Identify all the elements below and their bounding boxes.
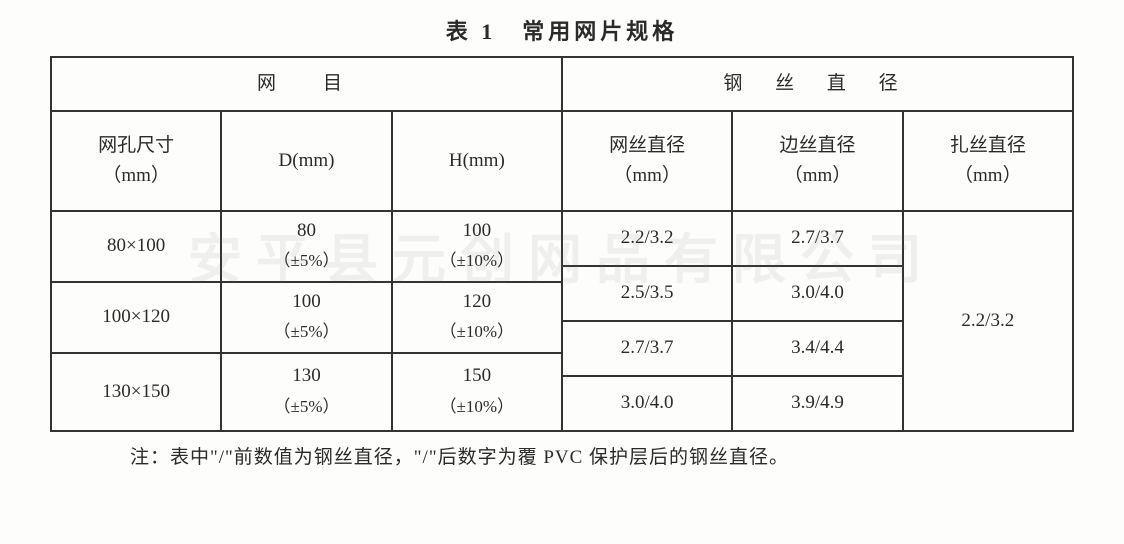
col-h: H(mm) <box>392 111 562 211</box>
mesh-0: 80×100 <box>51 211 221 282</box>
net-wire-1: 2.5/3.5 <box>562 266 732 321</box>
d-1-tol: （±5%） <box>273 322 339 341</box>
d-2-tol: （±5%） <box>273 397 339 416</box>
spec-table: 网 目 钢 丝 直 径 网孔尺寸（mm） D(mm) H(mm) 网丝直径（mm… <box>50 56 1074 432</box>
h-1: 120 （±10%） <box>392 282 562 353</box>
edge-wire-0: 2.7/3.7 <box>732 211 902 266</box>
col-net-wire: 网丝直径（mm） <box>562 111 732 211</box>
mesh-2: 130×150 <box>51 353 221 431</box>
h-2-main: 150 <box>463 365 492 386</box>
footnote: 注：表中"/"前数值为钢丝直径，"/"后数字为覆 PVC 保护层后的钢丝直径。 <box>130 442 1074 469</box>
edge-wire-3: 3.9/4.9 <box>732 376 902 431</box>
d-0: 80 （±5%） <box>221 211 391 282</box>
h-0-tol: （±10%） <box>440 251 515 270</box>
table-title: 表 1 常用网片规格 <box>50 14 1074 46</box>
col-mesh-size: 网孔尺寸（mm） <box>51 111 221 211</box>
mesh-1: 100×120 <box>51 282 221 353</box>
d-2: 130 （±5%） <box>221 353 391 431</box>
d-0-main: 80 <box>297 220 316 241</box>
h-2-tol: （±10%） <box>440 397 515 416</box>
group-header-mesh: 网 目 <box>51 57 562 111</box>
h-1-main: 120 <box>463 291 492 312</box>
group-header-wire: 钢 丝 直 径 <box>562 57 1073 111</box>
col-mesh-size-line1: 网孔尺寸（mm） <box>98 135 174 186</box>
net-wire-2: 2.7/3.7 <box>562 321 732 376</box>
h-0: 100 （±10%） <box>392 211 562 282</box>
col-d: D(mm) <box>221 111 391 211</box>
d-1: 100 （±5%） <box>221 282 391 353</box>
d-0-tol: （±5%） <box>273 251 339 270</box>
h-1-tol: （±10%） <box>440 322 515 341</box>
h-0-main: 100 <box>463 220 492 241</box>
col-tie-wire: 扎丝直径（mm） <box>903 111 1073 211</box>
edge-wire-1: 3.0/4.0 <box>732 266 902 321</box>
d-1-main: 100 <box>292 291 321 312</box>
net-wire-0: 2.2/3.2 <box>562 211 732 266</box>
d-2-main: 130 <box>292 365 321 386</box>
col-edge-wire: 边丝直径（mm） <box>732 111 902 211</box>
tie-wire: 2.2/3.2 <box>903 211 1073 431</box>
edge-wire-2: 3.4/4.4 <box>732 321 902 376</box>
h-2: 150 （±10%） <box>392 353 562 431</box>
net-wire-3: 3.0/4.0 <box>562 376 732 431</box>
